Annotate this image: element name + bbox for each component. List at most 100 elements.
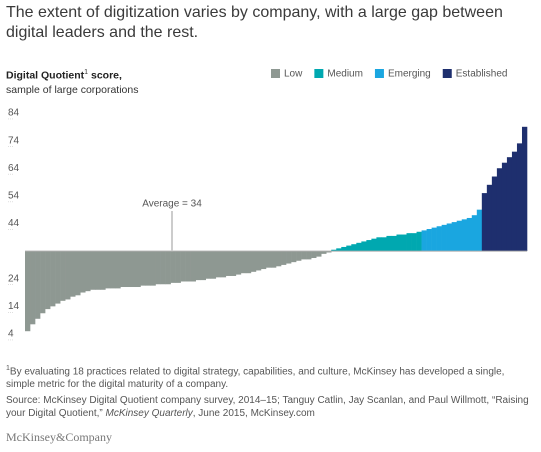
- bar: [336, 248, 342, 252]
- bar: [371, 238, 377, 252]
- chart-title: The extent of digitization varies by com…: [6, 4, 503, 41]
- y-label-note: 1: [84, 69, 89, 76]
- bar: [396, 234, 402, 252]
- y-tick-label: 44: [8, 218, 20, 229]
- legend-label: Established: [456, 69, 508, 80]
- bar: [481, 193, 488, 252]
- legend-swatch: [442, 69, 452, 78]
- y-tick-label: 24: [8, 273, 20, 284]
- bar: [431, 227, 437, 252]
- bar: [351, 244, 357, 252]
- bar: [461, 219, 468, 252]
- bar: [521, 126, 528, 252]
- legend-swatch: [271, 69, 280, 78]
- bar: [50, 251, 56, 307]
- bar: [225, 251, 232, 276]
- bar: [255, 251, 262, 271]
- bar: [401, 234, 407, 252]
- bar: [75, 251, 81, 296]
- bar: [205, 251, 212, 279]
- footnote: 1By evaluating 18 practices related to d…: [6, 362, 531, 391]
- legend-label: Emerging: [388, 69, 431, 80]
- bar: [140, 251, 146, 286]
- bar: [331, 249, 337, 252]
- bar: [250, 251, 257, 272]
- bar: [471, 215, 478, 252]
- bar: [516, 143, 523, 252]
- brand: McKinsey&Company: [6, 430, 112, 444]
- bar: [165, 251, 171, 285]
- y-tick-label: 4: [8, 329, 14, 340]
- bar: [316, 251, 322, 257]
- bar: [426, 229, 432, 252]
- bar: [386, 235, 392, 252]
- bar: [366, 240, 372, 252]
- bar: [511, 151, 518, 252]
- y-tick-label: 54: [8, 190, 20, 201]
- bar: [210, 251, 217, 279]
- bar: [326, 251, 332, 253]
- bar: [356, 242, 362, 252]
- bar: [40, 251, 46, 314]
- average-label: Average = 34: [142, 199, 202, 210]
- footnote-mark: 1: [6, 365, 10, 372]
- y-label-text: Digital Quotient: [6, 69, 85, 82]
- bar: [341, 246, 347, 252]
- bar: [45, 251, 51, 310]
- bar: [501, 162, 508, 252]
- bar: [90, 251, 96, 290]
- bar: [306, 251, 312, 260]
- bar: [291, 251, 297, 263]
- source-text: Source: McKinsey Digital Quotient compan…: [6, 395, 529, 420]
- bar: [65, 251, 71, 300]
- bar: [215, 251, 222, 278]
- bar: [200, 251, 207, 281]
- bar: [276, 251, 282, 267]
- notes: 1By evaluating 18 practices related to d…: [6, 362, 531, 420]
- bar: [496, 168, 503, 252]
- bar: [466, 217, 473, 252]
- bar: [441, 224, 447, 252]
- bar: [265, 251, 272, 268]
- legend-swatch: [374, 69, 384, 78]
- bar: [170, 251, 176, 283]
- bar: [301, 251, 307, 260]
- bar: [105, 251, 111, 289]
- bar: [120, 251, 126, 288]
- bar: [25, 251, 31, 332]
- source: Source: McKinsey Digital Quotient compan…: [6, 394, 531, 420]
- bar: [506, 157, 513, 252]
- bar: [135, 251, 141, 288]
- bar: [245, 251, 252, 274]
- bar: [240, 251, 247, 274]
- bar: [95, 251, 101, 290]
- bar: [70, 251, 76, 297]
- bar: [361, 241, 367, 252]
- bar: [260, 251, 267, 270]
- bar: [235, 251, 242, 275]
- bar: [346, 245, 352, 252]
- source-journal: McKinsey Quarterly: [105, 408, 193, 420]
- bar: [55, 251, 61, 304]
- bar: [456, 220, 463, 252]
- bar: [281, 251, 287, 265]
- bar: [391, 235, 397, 252]
- bar: [125, 251, 131, 288]
- bar: [145, 251, 151, 286]
- bar: [180, 251, 186, 282]
- bar: [190, 251, 196, 282]
- bar: [175, 251, 181, 283]
- bar: [160, 251, 166, 285]
- y-tick-label: 14: [8, 301, 20, 312]
- bar: [85, 251, 91, 292]
- bar: [416, 231, 422, 252]
- source-end: , June 2015, McKinsey.com: [192, 408, 315, 420]
- bar: [150, 251, 156, 286]
- bar: [60, 251, 66, 301]
- bar: [230, 251, 237, 276]
- bar: [35, 251, 41, 319]
- bar: [406, 233, 412, 252]
- bar: [130, 251, 136, 288]
- bar: [486, 184, 493, 252]
